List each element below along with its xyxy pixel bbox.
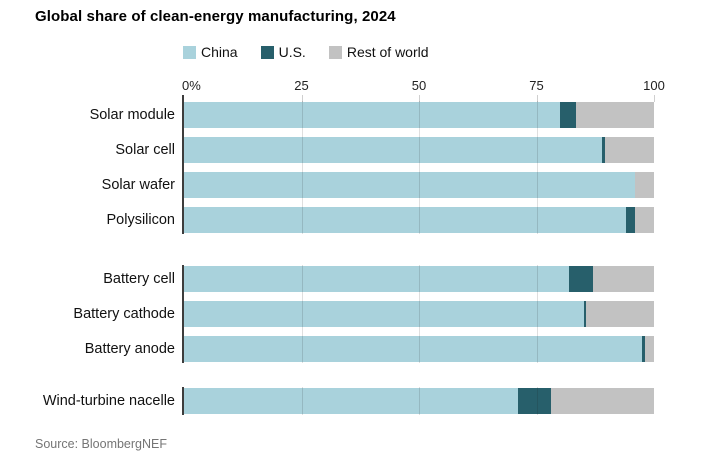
- bar-segment-u-s: [517, 388, 551, 414]
- y-axis-line: [182, 265, 184, 363]
- gridline-25: [301, 387, 303, 415]
- bar-row-battery-anode: Battery anode: [85, 336, 654, 362]
- bar-segment-rest-of-world: [635, 172, 654, 198]
- x-tick-mark-75: [536, 95, 538, 102]
- legend-swatch-rest-of-world: [328, 45, 342, 59]
- gridline-50: [419, 101, 420, 234]
- bar-row-solar-module: Solar module: [90, 102, 654, 128]
- bar-segment-china: [184, 207, 626, 233]
- bar-segment-u-s: [642, 336, 645, 362]
- bar-segment-rest-of-world: [644, 336, 654, 362]
- category-label: Solar wafer: [101, 177, 175, 193]
- legend-item-u-s: U.S.: [260, 44, 306, 60]
- x-axis-labels: 0% 25 50 75 100: [182, 78, 665, 93]
- bar-row-solar-cell: Solar cell: [115, 137, 654, 163]
- y-axis-line: [182, 101, 184, 234]
- bar-segment-china: [184, 102, 560, 128]
- x-tick-mark-50: [419, 95, 420, 102]
- legend-item-china: China: [183, 44, 238, 60]
- legend-item-rest-of-world: Rest of world: [328, 44, 429, 60]
- legend-label-u-s: U.S.: [278, 44, 306, 60]
- bar-segment-u-s: [602, 137, 605, 163]
- category-label: Wind-turbine nacelle: [42, 393, 175, 409]
- category-label: Battery anode: [84, 341, 175, 357]
- bar-segment-u-s: [569, 266, 593, 292]
- bar-segment-rest-of-world: [635, 207, 654, 233]
- gridline-75: [536, 101, 538, 234]
- bar-segment-china: [184, 336, 643, 362]
- bar-row-polysilicon: Polysilicon: [107, 207, 654, 233]
- bar-segment-china: [184, 172, 636, 198]
- bar-segment-u-s: [625, 207, 636, 233]
- chart-title: Global share of clean-energy manufacturi…: [35, 8, 396, 25]
- x-tick-label-75: 75: [529, 78, 544, 93]
- bar-groups: Solar module Solar cell Solar wafer Polysil…: [43, 101, 654, 415]
- bar-segment-rest-of-world: [604, 137, 654, 163]
- bar-row-wind-turbine-nacelle: Wind-turbine nacelle: [43, 388, 654, 414]
- y-axis-line: [182, 387, 184, 415]
- category-label: Battery cathode: [73, 306, 175, 322]
- bar-segment-rest-of-world: [585, 301, 654, 327]
- gridline-50: [419, 265, 420, 363]
- bar-segment-u-s: [583, 301, 586, 327]
- bar-row-battery-cathode: Battery cathode: [73, 301, 654, 327]
- bar-segment-china: [184, 388, 518, 414]
- legend: China U.S. Rest of world: [183, 44, 429, 60]
- x-axis-tick-marks: [182, 95, 655, 102]
- gridline-25: [301, 101, 303, 234]
- category-label: Solar module: [89, 107, 175, 123]
- bar-group-1: Solar module Solar cell Solar wafer Polysil…: [90, 101, 654, 234]
- x-tick-label-25: 25: [294, 78, 309, 93]
- category-label: Solar cell: [115, 142, 175, 158]
- x-tick-label-100: 100: [643, 78, 665, 93]
- legend-swatch-china: [183, 45, 196, 59]
- bar-group-3: Wind-turbine nacelle: [43, 387, 654, 415]
- gridline-75: [536, 387, 538, 415]
- bar-row-solar-wafer: Solar wafer: [102, 172, 654, 198]
- x-tick-label-50: 50: [411, 78, 427, 93]
- bar-segment-rest-of-world: [576, 102, 654, 128]
- legend-label-rest-of-world: Rest of world: [346, 44, 429, 60]
- gridline-50: [419, 387, 420, 415]
- bar-row-battery-cell: Battery cell: [103, 266, 654, 292]
- bar-group-2: Battery cell Battery cathode Battery anode: [73, 265, 654, 363]
- bar-segment-rest-of-world: [592, 266, 654, 292]
- bar-segment-u-s: [560, 102, 577, 128]
- x-tick-mark-100: [654, 95, 655, 102]
- legend-label-china: China: [201, 44, 238, 60]
- category-label: Battery cell: [103, 271, 175, 287]
- category-label: Polysilicon: [106, 212, 176, 228]
- bar-segment-china: [184, 137, 603, 163]
- source-note: Source: BloombergNEF: [35, 437, 168, 451]
- gridline-75: [536, 265, 538, 363]
- bar-segment-china: [184, 301, 584, 327]
- gridline-25: [301, 265, 303, 363]
- x-tick-mark-0: [182, 95, 184, 102]
- legend-swatch-u-s: [260, 45, 274, 59]
- bar-segment-china: [184, 266, 570, 292]
- bar-segment-rest-of-world: [550, 388, 654, 414]
- x-tick-label-0: 0%: [182, 78, 201, 93]
- x-tick-mark-25: [301, 95, 303, 102]
